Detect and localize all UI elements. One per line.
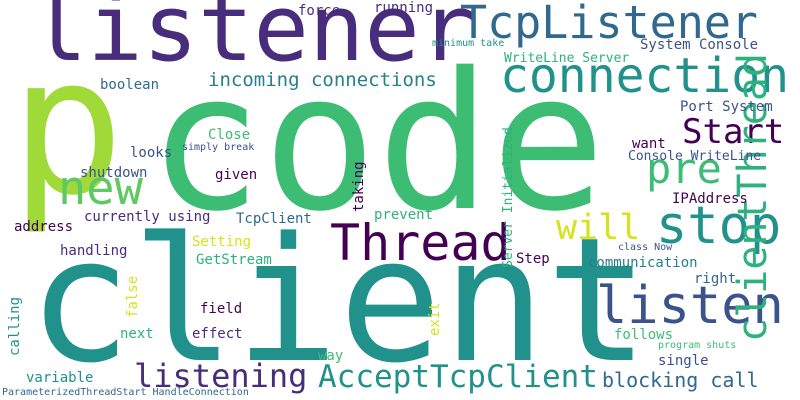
word-minimum-take: minimum take bbox=[432, 38, 505, 49]
word-way: way bbox=[318, 348, 344, 364]
word-given: given bbox=[215, 167, 258, 183]
word-AcceptTcpClient: AcceptTcpClient bbox=[318, 359, 598, 395]
word-new: new bbox=[58, 161, 143, 216]
word-WriteLine-Server: WriteLine Server bbox=[504, 51, 630, 66]
word-code: code bbox=[148, 32, 606, 253]
word-ParameterizedThreadStart-HandleConnection: ParameterizedThreadStart HandleConnectio… bbox=[2, 387, 249, 398]
word-IPAddress: IPAddress bbox=[672, 191, 748, 207]
word-boolean: boolean bbox=[100, 77, 160, 93]
word-pre: pre bbox=[646, 144, 722, 193]
word-follows: follows bbox=[614, 327, 674, 343]
word-blocking-call: blocking call bbox=[602, 368, 759, 392]
word-effect: effect bbox=[192, 326, 243, 342]
word-want: want bbox=[632, 136, 666, 152]
word-taking: taking bbox=[351, 161, 367, 212]
word-running: running bbox=[374, 0, 434, 16]
word-System-Console: System Console bbox=[640, 37, 759, 53]
word-incoming-connections: incoming connections bbox=[208, 69, 437, 91]
word-currently-using: currently using bbox=[84, 209, 211, 225]
word-single: single bbox=[658, 353, 709, 369]
word-handling: handling bbox=[60, 243, 128, 259]
word-address: address bbox=[14, 219, 74, 235]
word-listening: listening bbox=[134, 357, 308, 395]
word-connection: connection bbox=[500, 48, 789, 104]
word-variable: variable bbox=[26, 370, 94, 386]
word-field: field bbox=[200, 301, 243, 317]
word-force: force bbox=[298, 3, 341, 19]
word-simply-break: simply break bbox=[182, 142, 255, 153]
word-class-Now: class Now bbox=[618, 242, 673, 253]
word-client: client bbox=[28, 200, 650, 400]
word-Thread: Thread bbox=[330, 214, 511, 272]
word-right: right bbox=[694, 271, 737, 287]
word-Start: Start bbox=[682, 112, 785, 152]
word-next: next bbox=[120, 326, 154, 342]
word-p: p bbox=[10, 16, 125, 237]
word-stop: stop bbox=[656, 196, 782, 256]
word-listener: listener bbox=[32, 0, 476, 82]
word-shutdown: shutdown bbox=[80, 165, 148, 181]
word-Close: Close bbox=[208, 127, 251, 143]
word-Server-Initialized: Server Initialized bbox=[501, 127, 516, 268]
word-TcpListener: TcpListener bbox=[460, 0, 759, 49]
word-GetStream: GetStream bbox=[196, 252, 272, 268]
word-prevent: prevent bbox=[374, 207, 434, 223]
word-will: will bbox=[556, 208, 641, 248]
word-Console-WriteLine: Console WriteLine bbox=[628, 149, 762, 164]
word-looks: looks bbox=[130, 145, 173, 161]
word-calling: calling bbox=[7, 296, 23, 356]
word-false: false bbox=[125, 275, 141, 318]
word-communication: communication bbox=[588, 255, 698, 271]
word-exit: exit bbox=[427, 302, 443, 336]
word-Step: Step bbox=[516, 251, 550, 267]
word-listen: listen bbox=[596, 276, 784, 336]
word-TcpClient: TcpClient bbox=[236, 211, 312, 227]
word-Setting: Setting bbox=[192, 234, 252, 250]
word-program-shuts: program shuts bbox=[658, 340, 737, 351]
word-Port-System: Port System bbox=[680, 99, 773, 115]
